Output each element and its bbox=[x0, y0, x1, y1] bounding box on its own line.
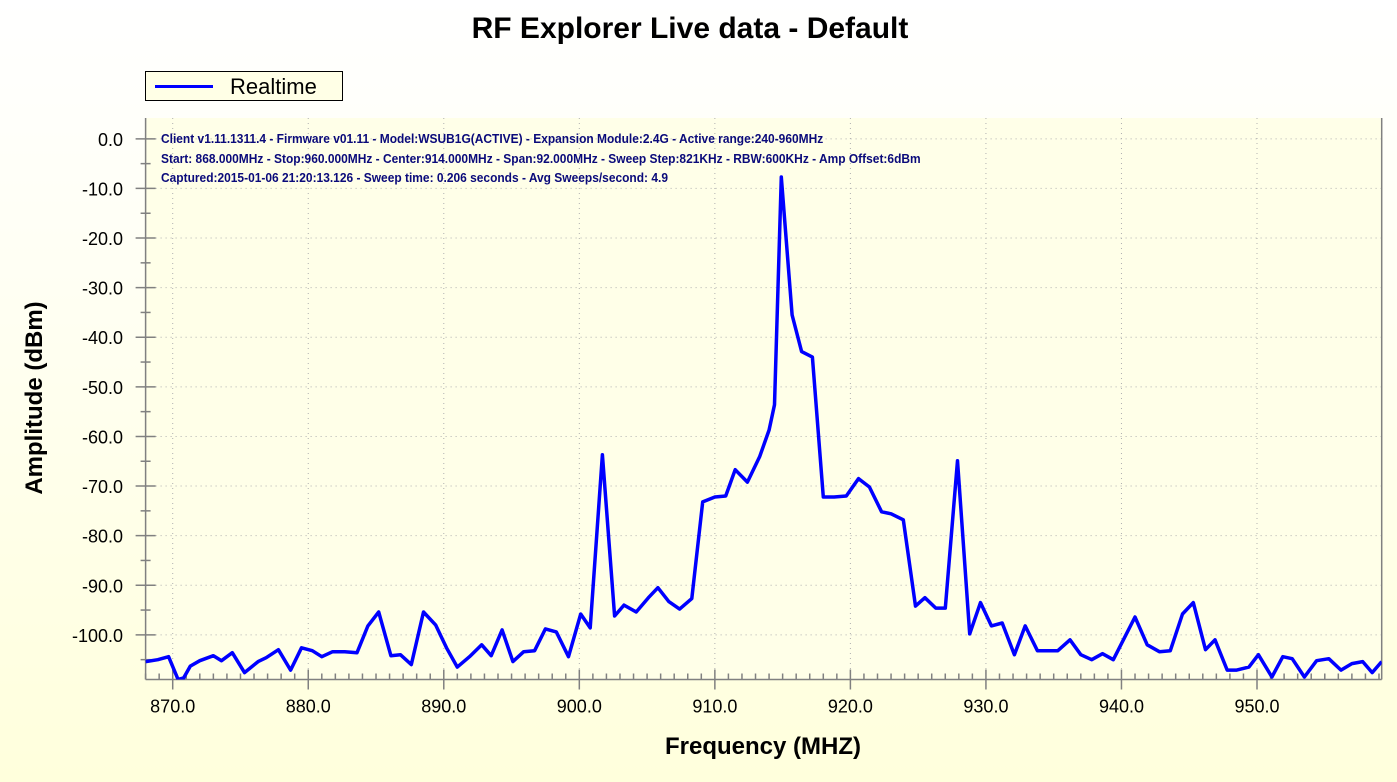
y-tick-label: -80.0 bbox=[82, 527, 123, 547]
y-tick-label: -10.0 bbox=[82, 179, 123, 199]
y-tick-label: -50.0 bbox=[82, 378, 123, 398]
info-line-client: Client v1.11.1311.4 - Firmware v01.11 - … bbox=[161, 131, 824, 146]
x-tick-label: 880.0 bbox=[286, 697, 331, 717]
x-tick-label: 900.0 bbox=[557, 697, 602, 717]
y-tick-label: -60.0 bbox=[82, 427, 123, 447]
x-tick-label: 940.0 bbox=[1099, 697, 1144, 717]
x-tick-label: 920.0 bbox=[828, 697, 873, 717]
series-line-realtime bbox=[145, 175, 1382, 680]
y-tick-label: -70.0 bbox=[82, 477, 123, 497]
x-tick-label: 910.0 bbox=[692, 697, 737, 717]
chart-title: RF Explorer Live data - Default bbox=[471, 12, 909, 45]
y-tick-label: -90.0 bbox=[82, 576, 123, 596]
x-tick-label: 950.0 bbox=[1234, 697, 1279, 717]
y-tick-label: -100.0 bbox=[72, 626, 123, 646]
legend: Realtime bbox=[145, 71, 343, 101]
y-tick-label: -20.0 bbox=[82, 229, 123, 249]
plot-background bbox=[145, 118, 1382, 680]
x-tick-label: 890.0 bbox=[421, 697, 466, 717]
y-tick-label: -40.0 bbox=[82, 328, 123, 348]
x-tick-label: 870.0 bbox=[150, 697, 195, 717]
legend-label-realtime: Realtime bbox=[230, 74, 317, 99]
device-info: Client v1.11.1311.4 - Firmware v01.11 - … bbox=[161, 129, 921, 188]
legend-swatch-realtime bbox=[155, 85, 213, 88]
x-tick-label: 930.0 bbox=[963, 697, 1008, 717]
y-tick-label: -30.0 bbox=[82, 279, 123, 299]
y-axis-label: Amplitude (dBm) bbox=[21, 301, 48, 495]
y-tick-label: 0.0 bbox=[98, 130, 123, 150]
info-line-sweep-config: Start: 868.000MHz - Stop:960.000MHz - Ce… bbox=[161, 150, 921, 166]
info-line-capture: Captured:2015-01-06 21:20:13.126 - Sweep… bbox=[161, 170, 668, 185]
x-axis-label: Frequency (MHZ) bbox=[664, 733, 862, 760]
